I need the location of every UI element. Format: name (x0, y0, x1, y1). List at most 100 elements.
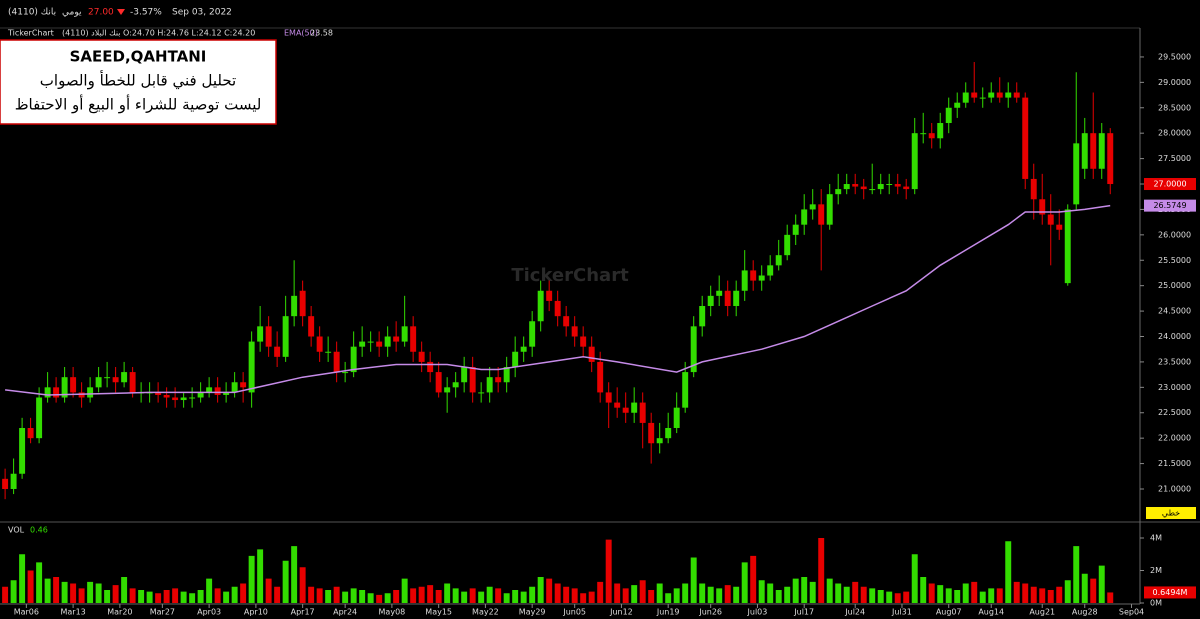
ema-name: EMA(50) (284, 29, 318, 38)
candle-body (979, 97, 986, 99)
candle-body (384, 336, 391, 347)
volume-bar (784, 586, 791, 603)
candle-body (172, 397, 179, 401)
y-tick-label: 23.5000 (1158, 357, 1191, 366)
candle-body (503, 367, 510, 383)
volume-bar (1081, 573, 1088, 603)
candle-body (418, 351, 425, 362)
ohlc-text: (4110) بنك البلاد O:24.70 H:24.76 L:24.1… (62, 29, 255, 38)
volume-bar (2, 586, 9, 603)
ema-box (1144, 199, 1196, 212)
candle-body (333, 351, 340, 373)
volume-bar (1064, 580, 1071, 603)
candle-body (410, 326, 417, 352)
candle-body (1073, 143, 1080, 205)
candle-body (809, 204, 816, 210)
candle-body (469, 367, 476, 393)
volume-bar (155, 593, 162, 603)
volume-bar (537, 577, 544, 603)
volume-bar (962, 583, 969, 603)
x-tick-label: May08 (379, 608, 406, 617)
volume-bar (554, 583, 561, 603)
candle-body (1030, 178, 1037, 200)
symbol: بانك (4110) (8, 8, 56, 18)
volume-bar (163, 590, 170, 603)
volume-bar (452, 588, 459, 603)
volume-bar (180, 591, 187, 603)
volume-bar (112, 585, 119, 603)
volume-bar (1047, 590, 1054, 603)
volume-bar (53, 577, 60, 603)
candle-body (894, 184, 901, 187)
candle-body (155, 392, 162, 395)
volume-value: 0.46 (30, 526, 48, 535)
ema-value: 23.58 (310, 29, 333, 38)
candle-body (19, 427, 26, 474)
volume-bar (44, 578, 51, 603)
volume-bar (478, 591, 485, 603)
candle-body (622, 407, 629, 413)
volume-bar (520, 591, 527, 603)
y-tick-label: 21.5000 (1158, 459, 1191, 468)
y-tick-label: 28.5000 (1158, 103, 1191, 112)
candle-body (206, 387, 213, 393)
candle-body (53, 387, 60, 398)
candle-body (282, 316, 289, 357)
candle-body (44, 387, 51, 398)
candle-body (818, 204, 825, 225)
volume-bar (240, 583, 247, 603)
volume-bar (121, 577, 128, 603)
candle-body (707, 295, 714, 307)
candle-body (1107, 133, 1114, 185)
volume-bar (435, 590, 442, 603)
candle-body (512, 351, 519, 368)
last-price-label: 27.0000 (1153, 180, 1186, 189)
candle-body (104, 377, 111, 379)
candle-body (563, 316, 570, 327)
volume-bar (206, 578, 213, 603)
candle-body (401, 326, 408, 342)
candle-body (1013, 92, 1020, 98)
volume-bar (979, 591, 986, 603)
volume-bar (1107, 592, 1114, 603)
volume-bar (886, 591, 893, 603)
volume-bar (10, 580, 17, 603)
candle-body (1039, 199, 1046, 215)
volume-bar (1039, 588, 1046, 603)
volume-bar (1030, 586, 1037, 603)
volume-bar (70, 583, 77, 603)
candle-body (860, 186, 867, 190)
candle-body (801, 209, 808, 225)
candle-body (112, 377, 119, 383)
candle-body (639, 402, 646, 423)
mode-box[interactable] (1146, 507, 1196, 519)
x-tick-label: Aug21 (1029, 608, 1055, 617)
volume-bar (61, 581, 68, 603)
candle-body (1098, 133, 1105, 169)
plot: 21.0000 21.5000 22.0000 22.5000 23.0000 23.50… (2, 52, 1196, 617)
volume-bar (716, 588, 723, 603)
annotation-line: SAEED,QAHTANI (70, 48, 207, 66)
candle-body (954, 102, 961, 108)
volume-bar (809, 581, 816, 603)
volume-tick-label: 2M (1150, 566, 1162, 575)
candle-body (308, 316, 315, 337)
volume-bar (104, 590, 111, 603)
volume-bar (801, 577, 808, 603)
candle-body (248, 341, 255, 393)
volume-bar (546, 578, 553, 603)
candle-body (580, 336, 587, 347)
x-tick-label: Jun12 (609, 608, 633, 617)
candle-body (486, 377, 493, 393)
volume-bar (699, 583, 706, 603)
candle-body (87, 387, 94, 398)
volume-bar (937, 585, 944, 603)
volume-bar (274, 586, 281, 603)
date: Sep 03, 2022 (172, 8, 232, 18)
mode-label[interactable]: خطي (1162, 509, 1180, 518)
x-tick-label: Jul03 (747, 608, 768, 617)
volume-bar (707, 586, 714, 603)
candle-body (665, 427, 672, 439)
y-tick-label: 29.5000 (1158, 52, 1191, 61)
candle-body (852, 184, 859, 187)
